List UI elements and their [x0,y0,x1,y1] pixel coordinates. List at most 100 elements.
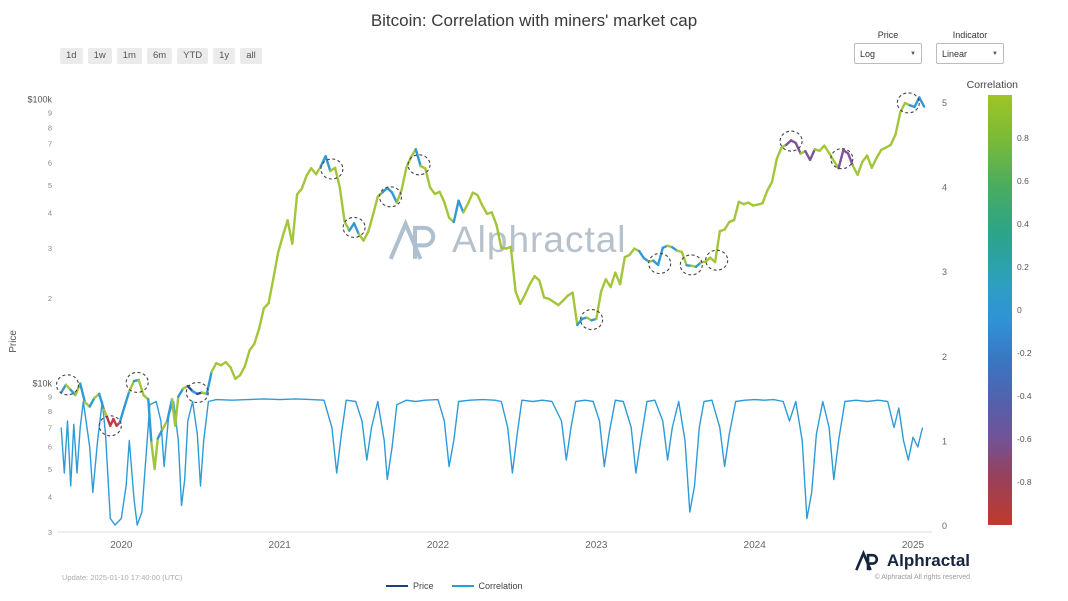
range-button-ytd[interactable]: YTD [177,48,209,64]
correlation-series [60,398,924,526]
svg-text:6: 6 [48,443,52,452]
highlight-circle [98,415,122,437]
highlight-circle [896,92,920,114]
legend-item-price[interactable]: Price [386,581,434,591]
svg-text:0.6: 0.6 [1017,176,1029,186]
highlight-circle [407,154,431,176]
y-axis-title: Price [8,330,19,353]
svg-text:9: 9 [48,109,52,118]
highlight-circle [830,148,854,170]
range-button-1d[interactable]: 1d [60,48,83,64]
highlight-circle [185,381,209,404]
chart-controls: Price Log ▼ Indicator Linear ▼ [854,30,1004,64]
svg-text:3: 3 [942,267,947,277]
svg-text:0.2: 0.2 [1017,262,1029,272]
svg-text:2021: 2021 [269,540,292,551]
colorbar: Correlation 0.8 0.6 0.4 0.2 0 -0.2 -0.4 -0.6 -0.8 [967,79,1032,525]
svg-text:9: 9 [48,393,52,402]
indicator-scale-control: Indicator Linear ▼ [936,30,1004,64]
highlight-circle [779,130,803,152]
update-timestamp: Update: 2025-01-10 17:40:00 (UTC) [62,573,183,582]
svg-text:0: 0 [942,521,947,531]
legend-item-correlation[interactable]: Correlation [451,581,523,591]
svg-text:0.8: 0.8 [1017,133,1029,143]
svg-text:2022: 2022 [427,540,450,551]
svg-text:4: 4 [942,183,947,193]
svg-text:3: 3 [48,244,52,253]
x-axis: 2020 2021 2022 2023 2024 2025 [110,540,924,551]
brand-row: Alphractal [854,550,970,572]
highlight-circle [648,252,672,275]
svg-text:2: 2 [942,352,947,362]
chevron-down-icon: ▼ [992,50,998,57]
y-axis-left: $100k 9 8 7 6 5 4 3 2 $10k 9 8 7 6 5 4 3 [27,95,52,537]
svg-text:8: 8 [48,407,52,416]
legend: Price Correlation [386,581,523,591]
watermark: Alphractal [388,218,627,262]
watermark-text: Alphractal [452,219,627,260]
legend-swatch [386,585,408,587]
range-button-all[interactable]: all [240,48,262,64]
range-buttons: 1d 1w 1m 6m YTD 1y all [60,48,262,64]
y-axis-right: 5 4 3 2 1 0 [942,98,947,531]
svg-text:0.4: 0.4 [1017,219,1029,229]
svg-text:7: 7 [48,424,52,433]
indicator-scale-select[interactable]: Linear ▼ [936,43,1004,64]
svg-text:5: 5 [942,98,947,108]
legend-label: Price [413,581,434,591]
svg-text:2020: 2020 [110,540,133,551]
svg-text:3: 3 [48,528,52,537]
svg-text:7: 7 [48,140,52,149]
svg-text:4: 4 [48,209,52,218]
svg-text:-0.2: -0.2 [1017,348,1032,358]
svg-text:-0.6: -0.6 [1017,434,1032,444]
copyright-text: © Alphractal All rights reserved [874,574,970,581]
indicator-scale-value: Linear [942,48,968,59]
chart-title: Bitcoin: Correlation with miners' market… [370,11,698,30]
highlight-circle [705,249,729,271]
legend-swatch [451,585,474,587]
svg-text:$10k: $10k [32,379,52,389]
svg-text:-0.8: -0.8 [1017,477,1032,487]
range-button-1y[interactable]: 1y [213,48,236,64]
alphractal-logo-icon [854,550,878,571]
price-scale-label: Price [877,30,899,40]
svg-text:5: 5 [48,181,52,190]
highlight-circle [580,309,604,331]
highlight-circle [125,371,149,393]
brand-footer: Alphractal © Alphractal All rights reser… [854,550,970,581]
colorbar-title: Correlation [967,79,1019,91]
indicator-scale-label: Indicator [952,30,988,40]
svg-text:-0.4: -0.4 [1017,391,1032,401]
range-button-1w[interactable]: 1w [87,48,112,64]
alphractal-logo-icon [388,218,436,260]
svg-text:1: 1 [942,436,947,446]
svg-text:0: 0 [1017,305,1022,315]
price-scale-control: Price Log ▼ [854,30,922,64]
range-button-1m[interactable]: 1m [116,48,142,64]
highlight-circles [55,92,920,437]
price-scale-value: Log [860,48,876,59]
svg-text:2023: 2023 [585,540,608,551]
brand-name: Alphractal [886,551,970,570]
highlight-circle [342,216,366,238]
svg-text:4: 4 [48,493,52,502]
chevron-down-icon: ▼ [910,50,916,57]
svg-text:2024: 2024 [744,540,767,551]
svg-text:2025: 2025 [902,540,925,551]
legend-label: Correlation [478,581,523,591]
svg-text:2: 2 [48,294,52,303]
highlight-circle [378,186,403,208]
svg-text:8: 8 [48,123,52,132]
svg-text:5: 5 [48,465,52,474]
price-series [60,96,926,471]
highlight-circle [679,254,703,276]
highlight-circle [320,158,344,180]
svg-text:6: 6 [48,159,52,168]
highlight-circle [55,374,80,396]
range-button-6m[interactable]: 6m [146,48,173,64]
price-scale-select[interactable]: Log ▼ [854,43,922,64]
svg-text:$100k: $100k [27,95,52,105]
